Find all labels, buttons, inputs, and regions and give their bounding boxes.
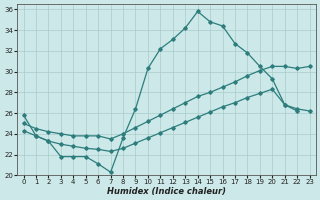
X-axis label: Humidex (Indice chaleur): Humidex (Indice chaleur) xyxy=(107,187,226,196)
